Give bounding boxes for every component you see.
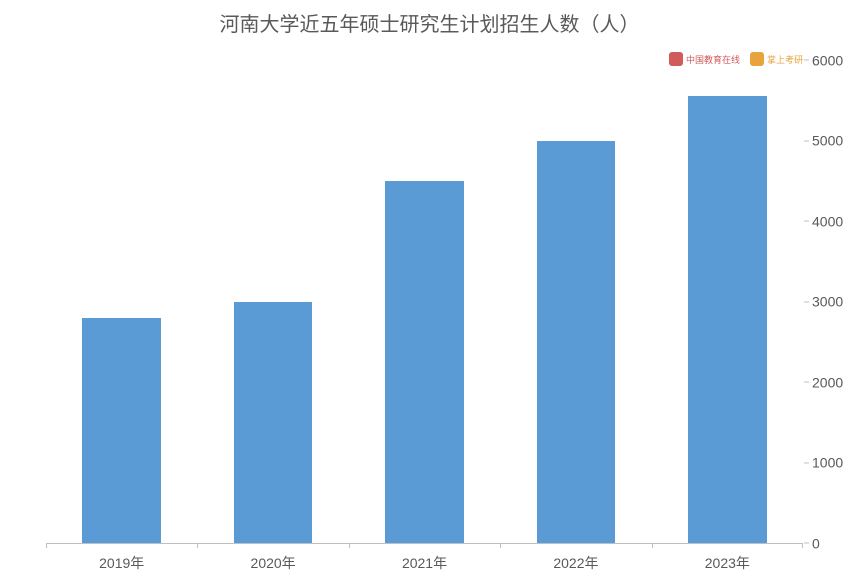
- y-tick-label: 0: [812, 535, 820, 551]
- plot-area: 2019年2020年2021年2022年2023年 01000200030004…: [46, 60, 803, 544]
- bar: [82, 318, 161, 543]
- chart-title: 河南大学近五年硕士研究生计划招生人数（人）: [0, 8, 859, 37]
- x-tick-label: 2021年: [349, 543, 500, 573]
- y-tick: 2000: [804, 382, 809, 383]
- y-tick: 5000: [804, 140, 809, 141]
- bar: [537, 141, 616, 544]
- bars-group: 2019年2020年2021年2022年2023年: [46, 60, 803, 543]
- y-tick: 6000: [804, 60, 809, 61]
- bar: [234, 302, 313, 544]
- y-tick-label: 2000: [812, 374, 843, 390]
- x-tick-label: 2019年: [46, 543, 197, 573]
- y-tick-label: 5000: [812, 133, 843, 149]
- y-tick-label: 4000: [812, 213, 843, 229]
- x-tick-label: 2022年: [500, 543, 651, 573]
- bar-slot: 2021年: [349, 60, 500, 543]
- x-tick-label: 2020年: [197, 543, 348, 573]
- bar-slot: 2023年: [652, 60, 803, 543]
- y-tick-label: 6000: [812, 52, 843, 68]
- y-tick: 0: [804, 543, 809, 544]
- y-tick-mark: [804, 221, 809, 222]
- x-tick-mark: [802, 543, 803, 548]
- x-tick-label: 2023年: [652, 543, 803, 573]
- bar: [688, 96, 767, 543]
- y-tick-mark: [804, 60, 809, 61]
- y-tick-label: 3000: [812, 294, 843, 310]
- bar: [385, 181, 464, 543]
- y-tick-mark: [804, 543, 809, 544]
- y-tick-mark: [804, 140, 809, 141]
- y-tick-mark: [804, 462, 809, 463]
- bar-slot: 2020年: [197, 60, 348, 543]
- y-tick: 1000: [804, 462, 809, 463]
- bar-slot: 2022年: [500, 60, 651, 543]
- chart-container: 河南大学近五年硕士研究生计划招生人数（人） 中国教育在线 掌上考研 2019年2…: [0, 0, 859, 584]
- bar-slot: 2019年: [46, 60, 197, 543]
- y-tick-mark: [804, 301, 809, 302]
- y-tick-label: 1000: [812, 455, 843, 471]
- y-tick: 4000: [804, 221, 809, 222]
- y-tick: 3000: [804, 301, 809, 302]
- y-tick-mark: [804, 382, 809, 383]
